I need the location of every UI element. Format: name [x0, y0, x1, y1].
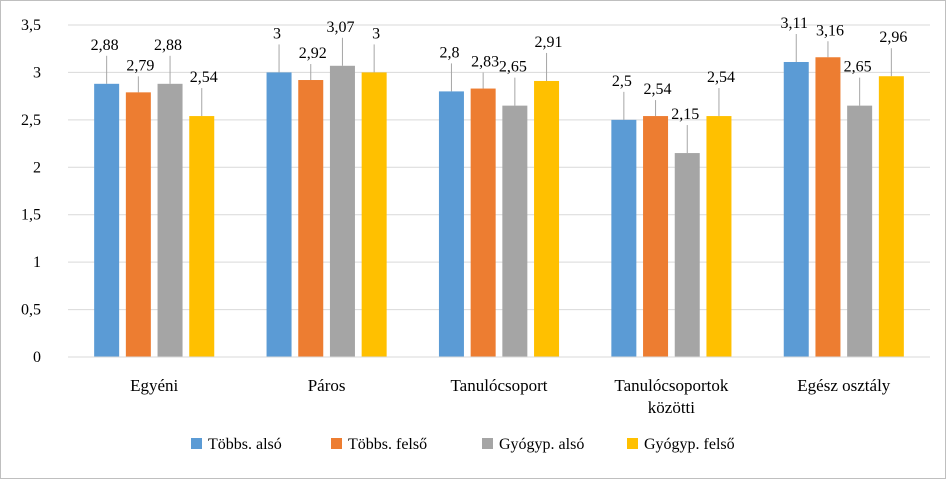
- category-label: Páros: [308, 376, 346, 395]
- data-label: 2,91: [535, 34, 563, 51]
- data-label: 2,88: [91, 37, 119, 54]
- legend-swatch: [627, 438, 638, 449]
- data-label: 3: [273, 25, 281, 42]
- data-label: 2,96: [879, 29, 907, 46]
- y-tick-label: 2: [33, 159, 41, 176]
- data-label: 2,5: [612, 73, 632, 90]
- bars: [94, 57, 904, 358]
- data-label: 2,65: [844, 59, 872, 76]
- bar: [361, 72, 387, 357]
- category-label: Tanulócsoportok: [614, 376, 729, 395]
- legend-label: Gyógyp. alsó: [499, 436, 584, 453]
- data-label: 2,79: [126, 57, 154, 74]
- bar: [534, 80, 560, 358]
- legend-label: Gyógyp. felső: [644, 436, 735, 453]
- data-label: 2,92: [299, 45, 327, 62]
- bar: [266, 72, 292, 357]
- data-label: 3,11: [781, 15, 808, 32]
- bar: [643, 116, 669, 357]
- legend-swatch: [482, 438, 493, 449]
- x-axis: Egyéni Páros Tanulócsoport Tanulócsoportok k…: [68, 356, 930, 417]
- category-label: Egész osztály: [797, 376, 890, 395]
- category-label: Egyéni: [130, 376, 178, 395]
- legend-label: Többs. felső: [348, 436, 427, 453]
- bar: [847, 105, 873, 357]
- data-label: 2,15: [671, 106, 699, 123]
- legend-swatch: [191, 438, 202, 449]
- data-label: 2,8: [439, 44, 459, 61]
- y-tick-label: 0,5: [21, 302, 41, 319]
- data-label: 2,54: [644, 81, 672, 98]
- data-label: 3: [372, 25, 380, 42]
- bar: [502, 105, 528, 357]
- bar: [298, 80, 324, 357]
- category-label: Tanulócsoport: [450, 376, 547, 395]
- y-tick-label: 3: [33, 64, 41, 81]
- bar: [125, 92, 151, 357]
- bar: [783, 61, 809, 357]
- leader-lines: [106, 33, 892, 154]
- bar: [94, 83, 120, 357]
- bar: [329, 65, 355, 357]
- data-label: 2,54: [707, 69, 735, 86]
- bar: [189, 116, 215, 357]
- bar: [674, 153, 700, 357]
- data-label: 3,16: [816, 22, 844, 39]
- category-label: közötti: [648, 398, 695, 417]
- y-tick-label: 1: [33, 254, 41, 271]
- bar: [157, 83, 183, 357]
- data-label: 3,07: [326, 19, 354, 36]
- bar: [470, 88, 496, 357]
- bar: [815, 57, 841, 357]
- data-label: 2,65: [499, 59, 527, 76]
- legend: Többs. alsó Többs. felső Gyógyp. alsó Gyógy…: [191, 436, 735, 453]
- y-axis: 0 0,5 1 1,5 2 2,5 3 3,5: [21, 17, 41, 366]
- y-tick-label: 2,5: [21, 112, 41, 129]
- y-tick-label: 3,5: [21, 17, 41, 34]
- data-label: 2,88: [154, 37, 182, 54]
- bar: [611, 119, 637, 357]
- bar: [878, 76, 904, 358]
- bar: [438, 91, 464, 358]
- y-tick-label: 0: [33, 349, 41, 366]
- bar: [706, 116, 732, 357]
- data-label: 2,83: [471, 54, 499, 71]
- data-label: 2,54: [190, 69, 218, 86]
- legend-label: Többs. alsó: [208, 436, 282, 453]
- y-tick-label: 1,5: [21, 207, 41, 224]
- legend-swatch: [331, 438, 342, 449]
